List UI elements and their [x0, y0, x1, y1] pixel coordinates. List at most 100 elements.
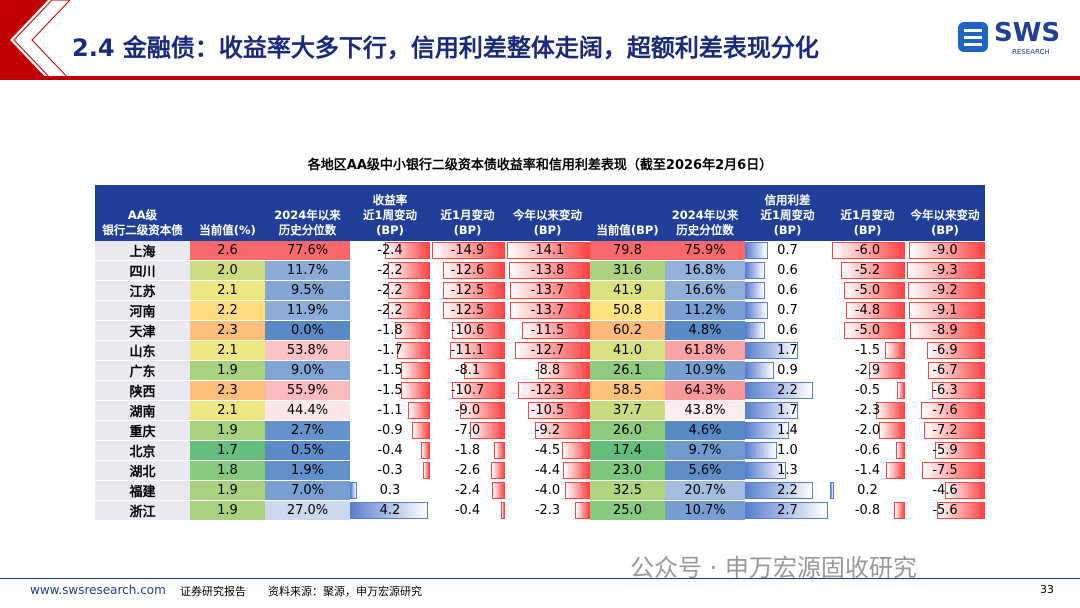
table-cell: -2.3	[505, 500, 590, 521]
table-cell: -14.9	[430, 241, 505, 261]
data-bar	[879, 422, 905, 439]
table-cell: 0.7	[745, 300, 830, 321]
cell-value: 37.7	[613, 403, 642, 418]
table-cell: 1.0	[745, 440, 830, 461]
header-text: 当前值(BP)	[596, 223, 659, 237]
data-bar	[459, 402, 505, 419]
table-cell: -8.8	[505, 360, 590, 381]
data-bar	[841, 262, 905, 279]
data-bar	[400, 382, 430, 399]
cell-value: 27.0%	[286, 503, 329, 518]
table-title: 各地区AA级中小银行二级资本债收益率和信用利差表现（截至2026年2月6日）	[307, 158, 773, 173]
data-bar	[875, 402, 905, 419]
cell-value: 2.0	[217, 263, 238, 278]
table-cell: 1.8	[190, 460, 265, 481]
cell-value: 2.2	[217, 303, 238, 318]
table-cell: 26.0	[590, 420, 665, 441]
cell-value: -13.7	[530, 303, 565, 318]
cell-value: 5.6%	[688, 463, 722, 478]
table-cell: 福建	[95, 480, 190, 501]
cell-value: 16.6%	[684, 283, 726, 298]
cell-value: -14.1	[530, 243, 565, 258]
data-bar	[508, 262, 590, 279]
cell-value: 11.2%	[684, 303, 726, 318]
data-bar	[745, 322, 765, 339]
footer-source: 资料来源：聚源，申万宏源研究	[268, 585, 422, 598]
table-cell: 湖北	[95, 460, 190, 481]
cell-value: 0.3	[379, 483, 401, 498]
cell-value: 1.9	[217, 503, 238, 518]
data-bar	[562, 462, 590, 479]
cell-value: -1.8	[454, 443, 481, 458]
cell-value: 2.7%	[290, 423, 325, 438]
cell-value: 2.1	[217, 283, 238, 298]
table-cell: -5.6	[905, 500, 985, 521]
table-cell: 1.7	[745, 340, 830, 361]
data-bar	[494, 442, 505, 459]
column-header: 今年以来变动 (BP)	[905, 185, 985, 241]
column-header: 2024年以来 历史分位数	[265, 185, 350, 241]
cell-value: -6.0	[854, 243, 881, 258]
table-cell: -1.1	[350, 400, 430, 421]
header-text: AA级 银行二级资本债	[102, 208, 183, 237]
table-cell: -2.4	[430, 480, 505, 501]
data-bar	[515, 342, 590, 359]
table-cell: 1.9%	[265, 460, 350, 481]
logo-sub: RESEARCH	[1012, 48, 1050, 56]
table-cell: 41.9	[590, 280, 665, 301]
table-cell: -9.2	[505, 420, 590, 441]
data-bar	[745, 342, 798, 359]
cell-value: -1.5	[854, 343, 881, 358]
data-bar	[395, 322, 430, 339]
table-cell: -2.6	[430, 460, 505, 481]
data-bar	[843, 322, 905, 339]
table-cell: -2.2	[350, 260, 430, 281]
table-cell: -9.0	[905, 241, 985, 261]
cell-value: -12.3	[530, 383, 565, 398]
table-cell: -5.0	[830, 320, 905, 341]
cell-value: -12.5	[450, 303, 485, 318]
table-cell: -12.5	[430, 280, 505, 301]
data-bar	[350, 482, 358, 499]
cell-value: -11.5	[530, 323, 565, 338]
data-table: AA级 银行二级资本债 当前值(%) 2024年以来 历史分位数 收益率 近1周变动 (…	[95, 185, 985, 521]
cell-value: 4.2	[379, 503, 401, 518]
cell-value: 2.2	[777, 483, 798, 498]
table-cell: 10.9%	[665, 360, 745, 381]
cell-value: -9.0	[454, 403, 481, 418]
footer-rule	[0, 578, 1080, 579]
header-text: 近1月变动 (BP)	[440, 208, 495, 237]
data-bar	[921, 462, 985, 479]
data-bar	[907, 282, 985, 299]
data-bar	[509, 282, 590, 299]
table-cell: -0.4	[430, 500, 505, 521]
table-row: 陕西 2.3 55.9% -1.5 -10.7 -12.3 58.5 64.3% 2.2 -0.5…	[95, 380, 985, 401]
table-cell: -1.7	[350, 340, 430, 361]
data-bar	[400, 362, 430, 379]
data-bar	[846, 302, 905, 319]
table-cell: -1.5	[350, 380, 430, 401]
table-row: 重庆 1.9 2.7% -0.9 -7.0 -9.2 26.0 4.6% 1.4 -2.0 -7.2	[95, 420, 985, 441]
table-cell: -6.9	[905, 340, 985, 361]
cell-value: -6.3	[932, 383, 958, 398]
data-bar	[830, 482, 835, 499]
cell-value: -14.9	[450, 243, 485, 258]
table-cell: -8.9	[905, 320, 985, 341]
table-cell: -13.8	[505, 260, 590, 281]
cell-value: -4.6	[932, 483, 958, 498]
table-cell: 陕西	[95, 380, 190, 401]
cell-value: 2.7	[777, 503, 798, 518]
data-bar	[491, 482, 505, 499]
table-cell: 北京	[95, 440, 190, 461]
table-cell: -0.6	[830, 440, 905, 461]
table-cell: 2.1	[190, 340, 265, 361]
cell-value: 1.7	[217, 443, 238, 458]
table-cell: 16.8%	[665, 260, 745, 281]
cell-value: -5.0	[854, 323, 881, 338]
cell-value: -2.3	[534, 503, 561, 518]
cell-value: -1.7	[377, 343, 403, 358]
data-bar	[535, 422, 590, 439]
table-cell: -13.7	[505, 280, 590, 301]
table-cell: -12.7	[505, 340, 590, 361]
data-bar	[895, 442, 905, 459]
